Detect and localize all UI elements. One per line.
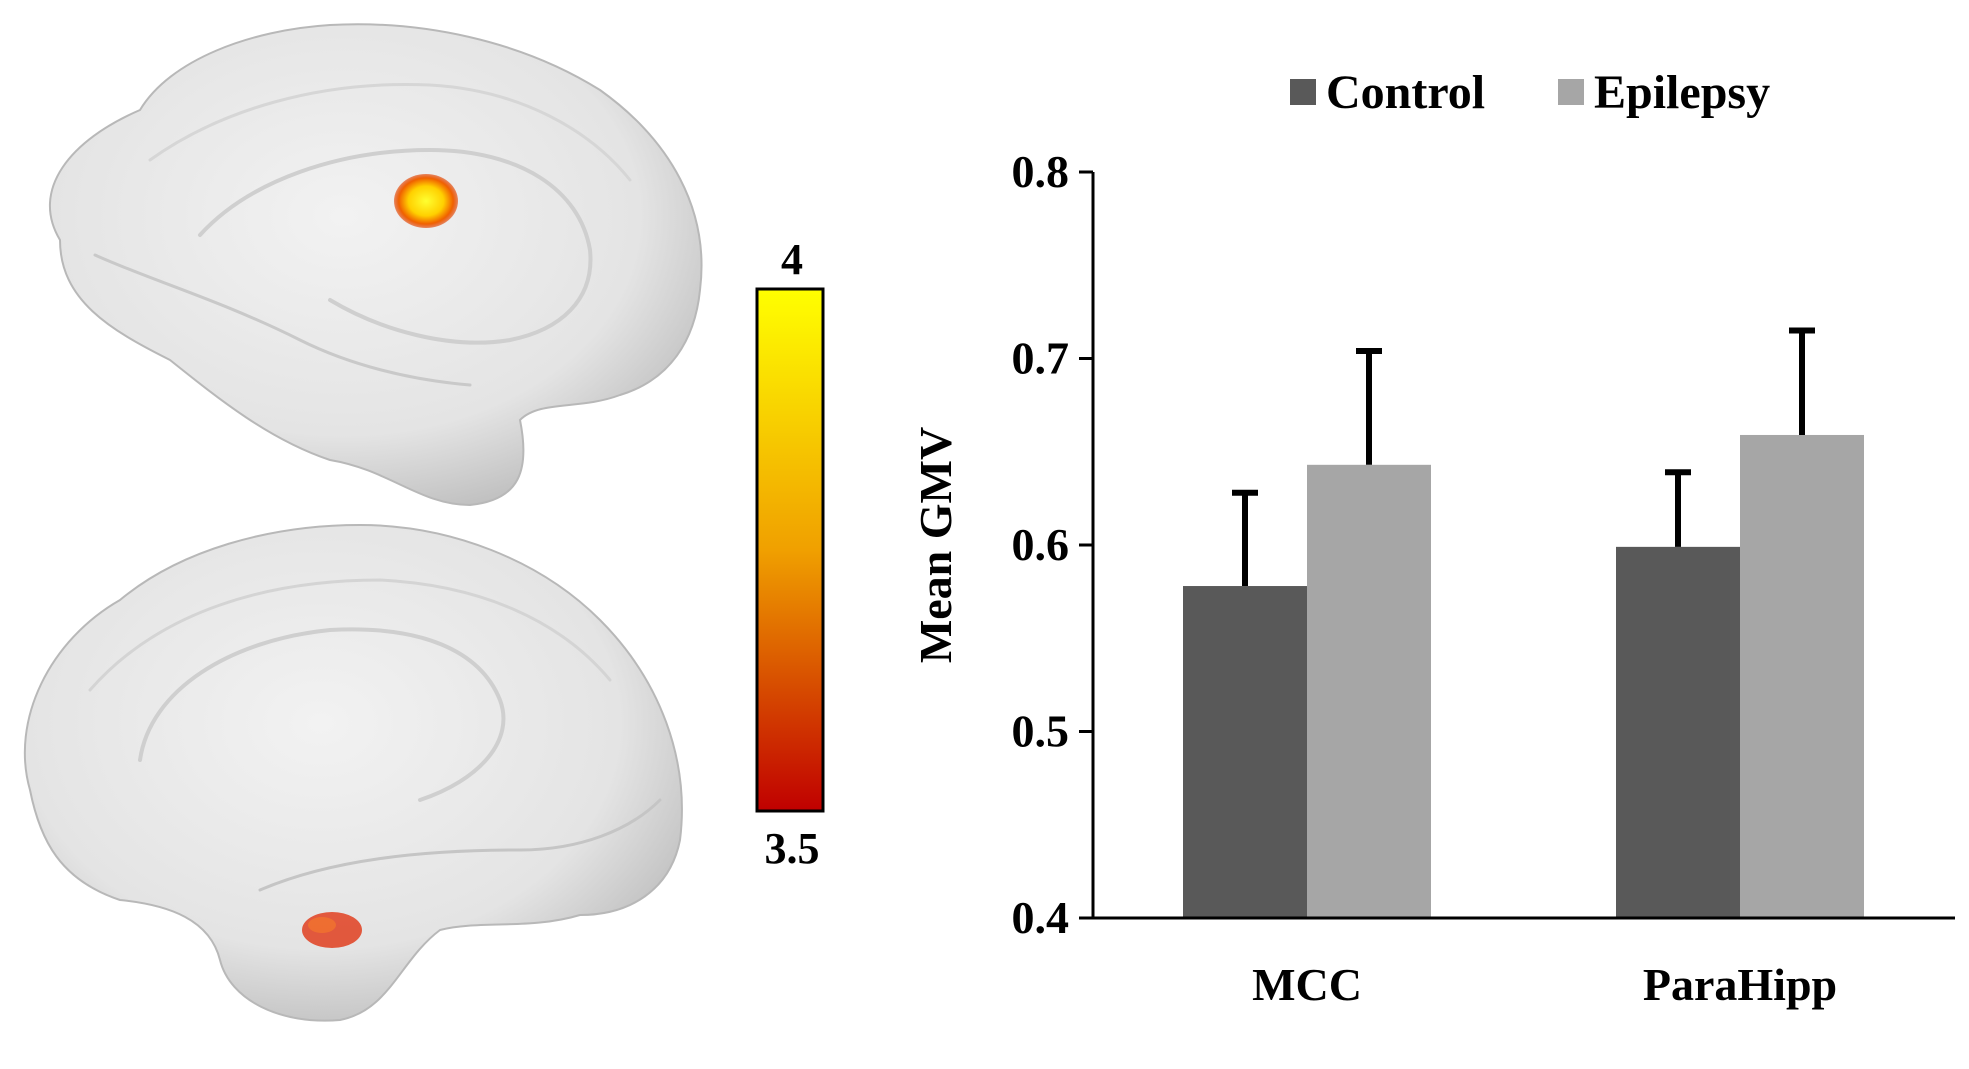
- chart-legend: Control Epilepsy: [1290, 66, 1770, 119]
- error-bar-group: [1232, 327, 1815, 587]
- brain-lower-surface: [23, 523, 683, 1022]
- brain-lower: [23, 523, 683, 1022]
- activation-blob-parahipp-core: [308, 917, 336, 933]
- y-axis-label: Mean GMV: [910, 427, 961, 663]
- y-tick-label: 0.5: [1012, 706, 1070, 757]
- x-tick-label: ParaHipp: [1643, 959, 1837, 1010]
- bar-control-mcc: [1183, 586, 1307, 918]
- brain-upper-sulcus-3: [93, 253, 472, 387]
- legend-label-control: Control: [1326, 66, 1485, 119]
- colorbar: 4 3.5: [755, 235, 825, 873]
- brain-lower-sulcus-3: [258, 798, 662, 892]
- brain-upper-sulcus-1: [198, 147, 593, 345]
- colorbar-min-label: 3.5: [765, 824, 820, 873]
- brain-lower-sulcus-2: [88, 578, 612, 692]
- bar-epilepsy-parahipp: [1740, 434, 1864, 918]
- y-tick-label: 0.6: [1012, 519, 1070, 570]
- y-tick-label: 0.7: [1012, 333, 1070, 384]
- legend-swatch-epilepsy: [1558, 79, 1584, 105]
- legend-swatch-control: [1290, 79, 1316, 105]
- x-axis: MCC ParaHipp: [1093, 916, 1955, 1010]
- brain-upper: [49, 23, 703, 507]
- y-tick-label: 0.8: [1012, 146, 1070, 197]
- bar-group: [1183, 434, 1864, 918]
- bar-chart: Control Epilepsy 0.4 0.5 0.6 0.7 0.8 MCC ParaH…: [910, 66, 1955, 1010]
- y-tick-label: 0.4: [1012, 892, 1070, 943]
- y-axis: 0.4 0.5 0.6 0.7 0.8: [1012, 146, 1095, 943]
- colorbar-max-label: 4: [781, 235, 803, 284]
- bar-epilepsy-mcc: [1307, 464, 1431, 918]
- brain-upper-surface: [49, 23, 703, 507]
- bar-control-parahipp: [1616, 546, 1740, 918]
- colorbar-scale: [755, 287, 825, 813]
- brain-upper-sulcus-2: [148, 82, 632, 182]
- legend-label-epilepsy: Epilepsy: [1594, 66, 1770, 119]
- x-tick-label: MCC: [1252, 959, 1362, 1010]
- activation-blob-mcc: [394, 174, 458, 228]
- brain-lower-sulcus-1: [138, 627, 506, 802]
